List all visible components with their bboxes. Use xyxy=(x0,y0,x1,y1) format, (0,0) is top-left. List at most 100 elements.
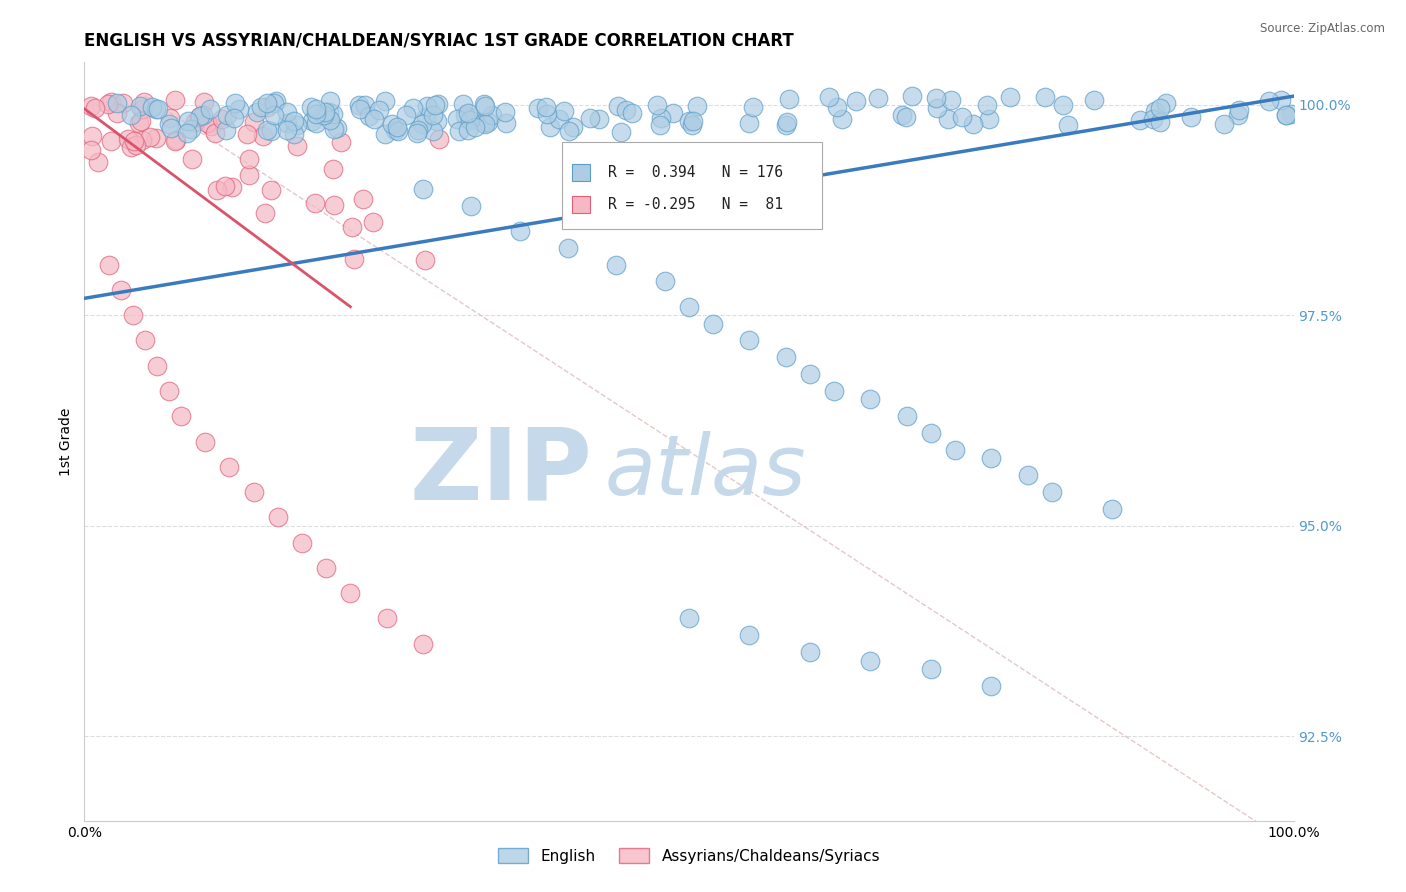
Point xyxy=(304,196,326,211)
Point xyxy=(976,97,998,112)
Point xyxy=(924,91,946,105)
Point xyxy=(845,94,868,108)
Point xyxy=(799,645,821,659)
Point xyxy=(1149,115,1171,129)
Point xyxy=(605,258,627,272)
Point xyxy=(117,131,139,145)
Point xyxy=(224,95,246,110)
Point xyxy=(738,628,761,642)
Point xyxy=(112,95,135,110)
Point xyxy=(80,129,103,144)
Point xyxy=(385,120,408,135)
Point xyxy=(891,107,914,121)
Point xyxy=(97,258,120,272)
Point xyxy=(141,99,163,113)
Point xyxy=(131,102,153,116)
Point xyxy=(1149,101,1171,115)
Point xyxy=(778,92,800,106)
Point xyxy=(165,133,187,147)
Point xyxy=(367,103,389,118)
Point xyxy=(304,107,326,121)
Point xyxy=(775,119,797,133)
Point xyxy=(325,121,347,136)
Point xyxy=(1144,103,1167,118)
Point xyxy=(1275,108,1298,122)
Point xyxy=(900,89,922,103)
Point xyxy=(920,426,942,441)
Point xyxy=(217,108,239,122)
Point xyxy=(132,95,155,110)
Point xyxy=(222,111,245,125)
Point xyxy=(678,300,700,314)
Point xyxy=(980,451,1002,466)
Point xyxy=(211,112,233,126)
Point xyxy=(678,611,700,625)
Point xyxy=(413,252,436,267)
Point xyxy=(314,104,336,119)
Point xyxy=(195,116,218,130)
Point xyxy=(775,351,797,365)
Point xyxy=(384,122,406,136)
Point xyxy=(426,113,449,128)
Point xyxy=(920,662,942,676)
Point xyxy=(128,99,150,113)
Point xyxy=(304,115,326,129)
Point xyxy=(238,168,260,182)
Point xyxy=(1154,95,1177,110)
Point xyxy=(1017,468,1039,483)
Point xyxy=(460,199,482,213)
Point xyxy=(894,111,917,125)
Point xyxy=(146,359,169,373)
Point xyxy=(741,100,763,114)
Point xyxy=(122,134,145,148)
Point xyxy=(1101,502,1123,516)
Point xyxy=(319,94,342,108)
Point xyxy=(979,112,1001,127)
Point xyxy=(204,126,226,140)
Point xyxy=(374,127,396,141)
FancyBboxPatch shape xyxy=(562,142,823,229)
Point xyxy=(474,117,496,131)
Point xyxy=(343,252,366,266)
Point xyxy=(301,114,323,128)
Point xyxy=(100,95,122,109)
Point xyxy=(187,111,209,125)
Point xyxy=(139,130,162,145)
Point xyxy=(170,409,193,424)
Point xyxy=(538,120,561,134)
Point xyxy=(319,112,342,127)
Point xyxy=(818,90,841,104)
Point xyxy=(285,119,308,133)
Point xyxy=(938,112,960,127)
Point xyxy=(831,112,853,126)
Point xyxy=(125,138,148,153)
Point xyxy=(145,131,167,145)
Point xyxy=(682,114,704,128)
Point xyxy=(87,154,110,169)
Point xyxy=(607,98,630,112)
Point xyxy=(1040,485,1063,500)
Point xyxy=(283,127,305,141)
Point xyxy=(266,94,288,108)
Point xyxy=(283,114,305,128)
Point xyxy=(256,95,278,110)
Point xyxy=(322,162,344,177)
Point xyxy=(823,384,845,398)
Point xyxy=(105,96,128,111)
Point xyxy=(422,108,444,122)
Point xyxy=(330,135,353,149)
Point xyxy=(859,392,882,407)
Point xyxy=(449,124,471,138)
Point xyxy=(557,241,579,255)
Point xyxy=(193,95,215,109)
FancyBboxPatch shape xyxy=(572,164,591,181)
Point xyxy=(1258,94,1281,108)
Point xyxy=(427,96,450,111)
Point xyxy=(411,117,433,131)
Point xyxy=(285,138,308,153)
Point xyxy=(412,637,434,651)
Point xyxy=(256,99,278,113)
Legend: English, Assyrians/Chaldeans/Syriacs: English, Assyrians/Chaldeans/Syriacs xyxy=(492,842,886,870)
Point xyxy=(457,105,479,120)
Point xyxy=(1052,97,1074,112)
